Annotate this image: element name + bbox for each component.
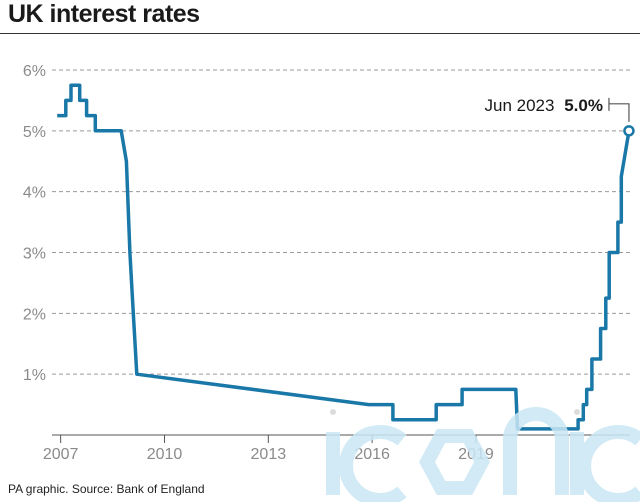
interest-rate-line [57, 83, 631, 431]
annotation-date: Jun 2023 [485, 96, 555, 115]
y-axis-ticks: 1% 2% 3% 4% 5% 6% [23, 63, 46, 384]
y-tick-label: 2% [23, 306, 46, 323]
y-tick-label: 1% [23, 367, 46, 384]
x-tick-label: 2013 [251, 446, 287, 463]
gridlines [52, 69, 630, 375]
x-tick-label: 2016 [354, 446, 390, 463]
y-tick-label: 3% [23, 246, 46, 263]
y-tick-label: 6% [23, 63, 46, 80]
annotation-bracket [608, 97, 630, 122]
title-divider [0, 33, 640, 34]
y-tick-label: 4% [23, 185, 46, 202]
annotation-label: Jun 2023 5.0% [485, 96, 603, 115]
line-chart: 1% 2% 3% 4% 5% 6% 2007 2010 2013 2016 2019 Jun 20… [23, 63, 635, 463]
x-tick-label: 2007 [43, 446, 79, 463]
y-tick-label: 5% [23, 124, 46, 141]
annotation-value: 5.0% [564, 96, 603, 115]
x-axis-ticks: 2007 2010 2013 2016 2019 [43, 435, 494, 463]
latest-value-marker [623, 125, 635, 137]
chart-title: UK interest rates [8, 0, 200, 28]
latest-value-annotation: Jun 2023 5.0% [485, 96, 635, 137]
source-note: PA graphic. Source: Bank of England [8, 482, 205, 496]
x-tick-label: 2010 [147, 446, 183, 463]
x-tick-label: 2019 [458, 446, 494, 463]
